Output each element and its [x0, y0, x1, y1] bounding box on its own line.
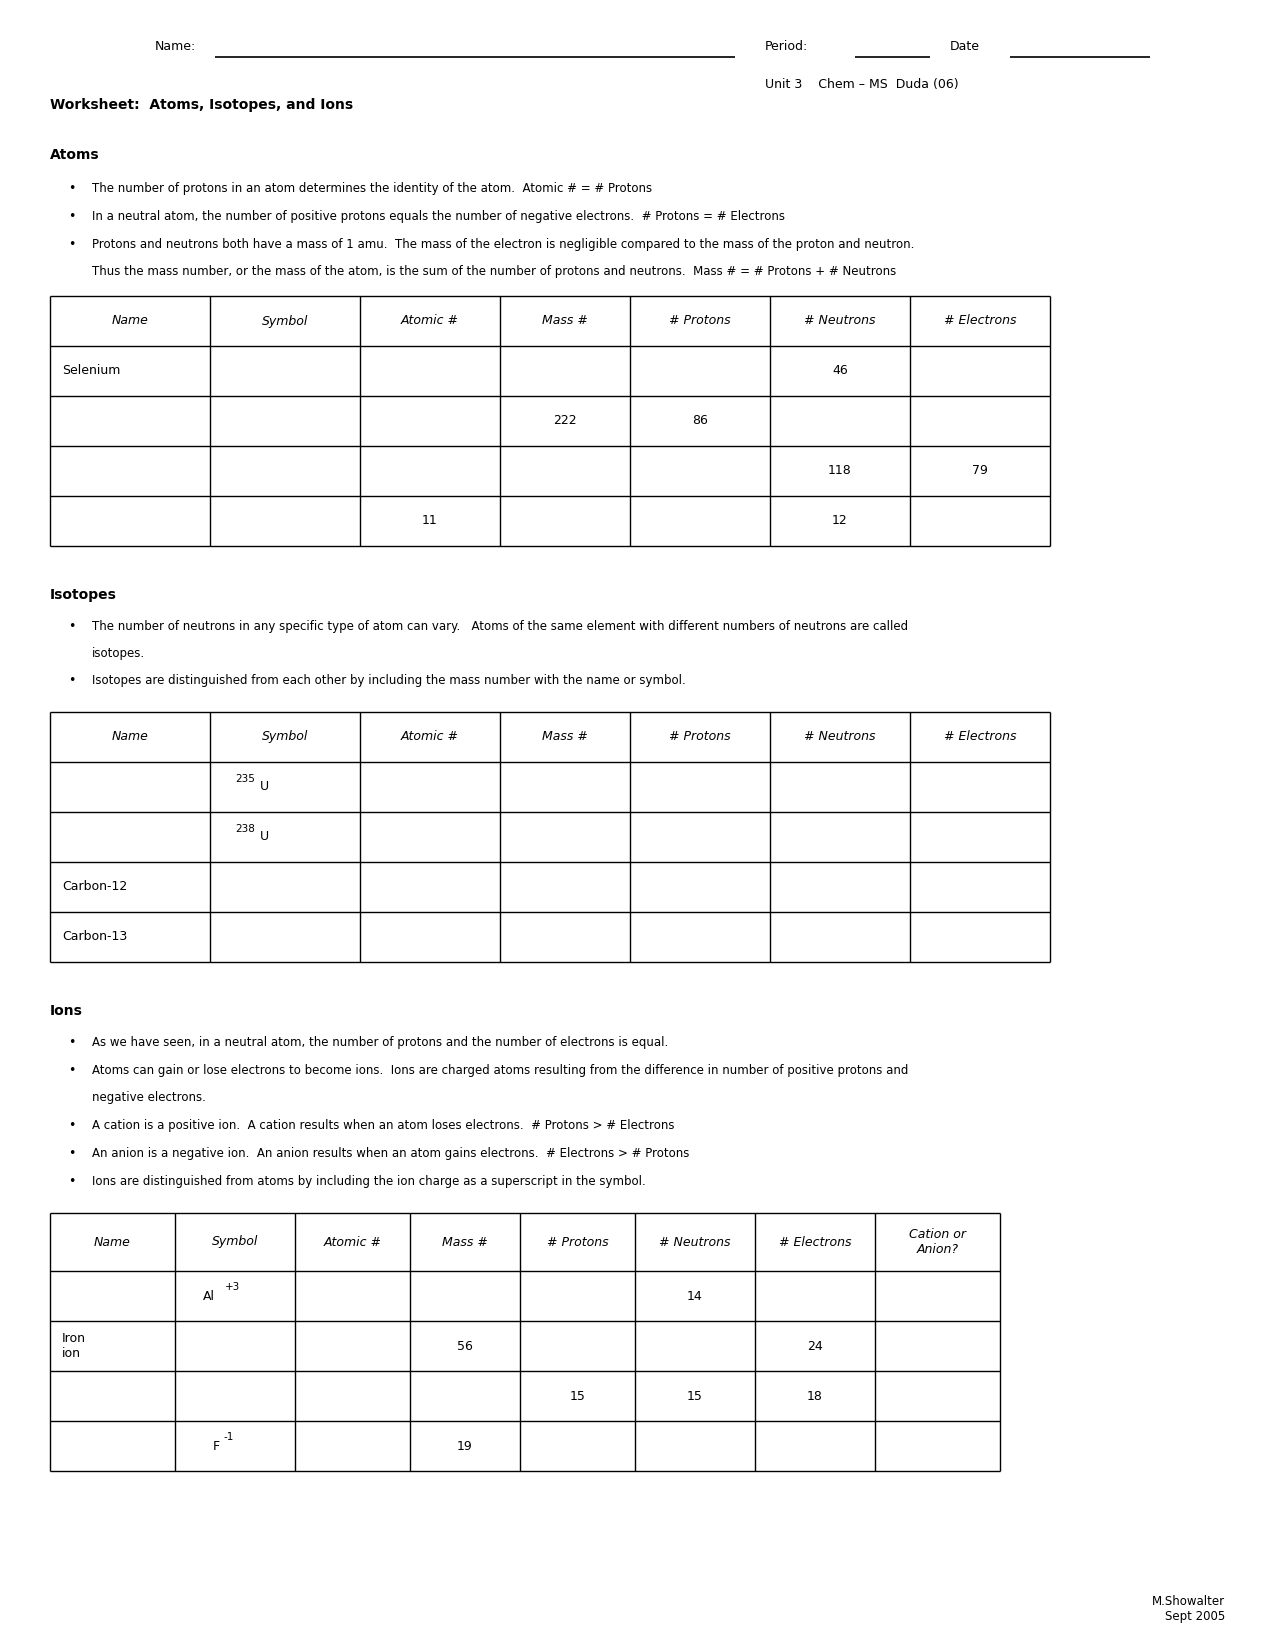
Text: In a neutral atom, the number of positive protons equals the number of negative : In a neutral atom, the number of positiv…: [92, 210, 785, 223]
Text: Atomic #: Atomic #: [402, 315, 459, 327]
Text: Period:: Period:: [765, 40, 808, 53]
Text: 19: 19: [458, 1439, 473, 1452]
Text: Unit 3    Chem – MS  Duda (06): Unit 3 Chem – MS Duda (06): [765, 78, 959, 91]
Text: Cation or
Anion?: Cation or Anion?: [909, 1228, 966, 1256]
Text: U: U: [260, 780, 269, 794]
Text: •: •: [68, 210, 75, 223]
Text: As we have seen, in a neutral atom, the number of protons and the number of elec: As we have seen, in a neutral atom, the …: [92, 1036, 668, 1049]
Text: Atomic #: Atomic #: [324, 1236, 381, 1249]
Text: •: •: [68, 238, 75, 251]
Text: •: •: [68, 1064, 75, 1077]
Text: 46: 46: [833, 365, 848, 378]
Text: Date: Date: [950, 40, 980, 53]
Text: •: •: [68, 1119, 75, 1132]
Text: Isotopes: Isotopes: [50, 587, 117, 602]
Text: Iron
ion: Iron ion: [62, 1332, 85, 1360]
Text: Selenium: Selenium: [62, 365, 120, 378]
Text: # Protons: # Protons: [669, 315, 731, 327]
Text: 56: 56: [456, 1340, 473, 1353]
Text: •: •: [68, 1036, 75, 1049]
Text: Carbon-12: Carbon-12: [62, 881, 128, 894]
Text: Mass #: Mass #: [442, 1236, 488, 1249]
Text: •: •: [68, 673, 75, 686]
Text: Symbol: Symbol: [212, 1236, 258, 1249]
Text: 12: 12: [833, 515, 848, 528]
Text: •: •: [68, 1147, 75, 1160]
Text: +3: +3: [224, 1282, 240, 1292]
Text: A cation is a positive ion.  A cation results when an atom loses electrons.  # P: A cation is a positive ion. A cation res…: [92, 1119, 674, 1132]
Text: 15: 15: [570, 1389, 585, 1402]
Text: 79: 79: [972, 465, 988, 477]
Text: The number of protons in an atom determines the identity of the atom.  Atomic # : The number of protons in an atom determi…: [92, 182, 652, 195]
Text: Protons and neutrons both have a mass of 1 amu.  The mass of the electron is neg: Protons and neutrons both have a mass of…: [92, 238, 914, 251]
Text: Name: Name: [112, 315, 148, 327]
Text: An anion is a negative ion.  An anion results when an atom gains electrons.  # E: An anion is a negative ion. An anion res…: [92, 1147, 690, 1160]
Text: 24: 24: [807, 1340, 822, 1353]
Text: 15: 15: [687, 1389, 703, 1402]
Text: # Protons: # Protons: [547, 1236, 608, 1249]
Text: Mass #: Mass #: [542, 315, 588, 327]
Text: U: U: [260, 830, 269, 843]
Text: 235: 235: [235, 774, 255, 784]
Text: isotopes.: isotopes.: [92, 647, 145, 660]
Text: •: •: [68, 182, 75, 195]
Text: # Neutrons: # Neutrons: [659, 1236, 731, 1249]
Text: 18: 18: [807, 1389, 822, 1402]
Text: M.Showalter
Sept 2005: M.Showalter Sept 2005: [1151, 1596, 1225, 1624]
Text: Name:: Name:: [156, 40, 196, 53]
Text: # Protons: # Protons: [669, 731, 731, 744]
Text: Al: Al: [203, 1290, 215, 1302]
Text: # Electrons: # Electrons: [944, 731, 1016, 744]
Text: # Electrons: # Electrons: [779, 1236, 852, 1249]
Text: 86: 86: [692, 414, 708, 427]
Text: Atomic #: Atomic #: [402, 731, 459, 744]
Text: Carbon-13: Carbon-13: [62, 931, 128, 944]
Text: Atoms can gain or lose electrons to become ions.  Ions are charged atoms resulti: Atoms can gain or lose electrons to beco…: [92, 1064, 908, 1077]
Text: The number of neutrons in any specific type of atom can vary.   Atoms of the sam: The number of neutrons in any specific t…: [92, 620, 908, 634]
Text: F: F: [213, 1439, 221, 1452]
Text: negative electrons.: negative electrons.: [92, 1091, 205, 1104]
Text: Symbol: Symbol: [261, 315, 309, 327]
Text: # Electrons: # Electrons: [944, 315, 1016, 327]
Text: Thus the mass number, or the mass of the atom, is the sum of the number of proto: Thus the mass number, or the mass of the…: [92, 266, 896, 277]
Text: 238: 238: [235, 823, 255, 833]
Text: Mass #: Mass #: [542, 731, 588, 744]
Text: Ions are distinguished from atoms by including the ion charge as a superscript i: Ions are distinguished from atoms by inc…: [92, 1175, 645, 1188]
Text: Name: Name: [94, 1236, 131, 1249]
Text: # Neutrons: # Neutrons: [805, 731, 876, 744]
Text: Worksheet:  Atoms, Isotopes, and Ions: Worksheet: Atoms, Isotopes, and Ions: [50, 97, 353, 112]
Text: •: •: [68, 1175, 75, 1188]
Text: Name: Name: [112, 731, 148, 744]
Text: Isotopes are distinguished from each other by including the mass number with the: Isotopes are distinguished from each oth…: [92, 673, 686, 686]
Text: 14: 14: [687, 1290, 703, 1302]
Text: Symbol: Symbol: [261, 731, 309, 744]
Text: # Neutrons: # Neutrons: [805, 315, 876, 327]
Text: 11: 11: [422, 515, 437, 528]
Text: -1: -1: [223, 1432, 233, 1442]
Text: 118: 118: [829, 465, 852, 477]
Text: Ions: Ions: [50, 1003, 83, 1018]
Text: •: •: [68, 620, 75, 634]
Text: Atoms: Atoms: [50, 148, 99, 162]
Text: 222: 222: [553, 414, 576, 427]
